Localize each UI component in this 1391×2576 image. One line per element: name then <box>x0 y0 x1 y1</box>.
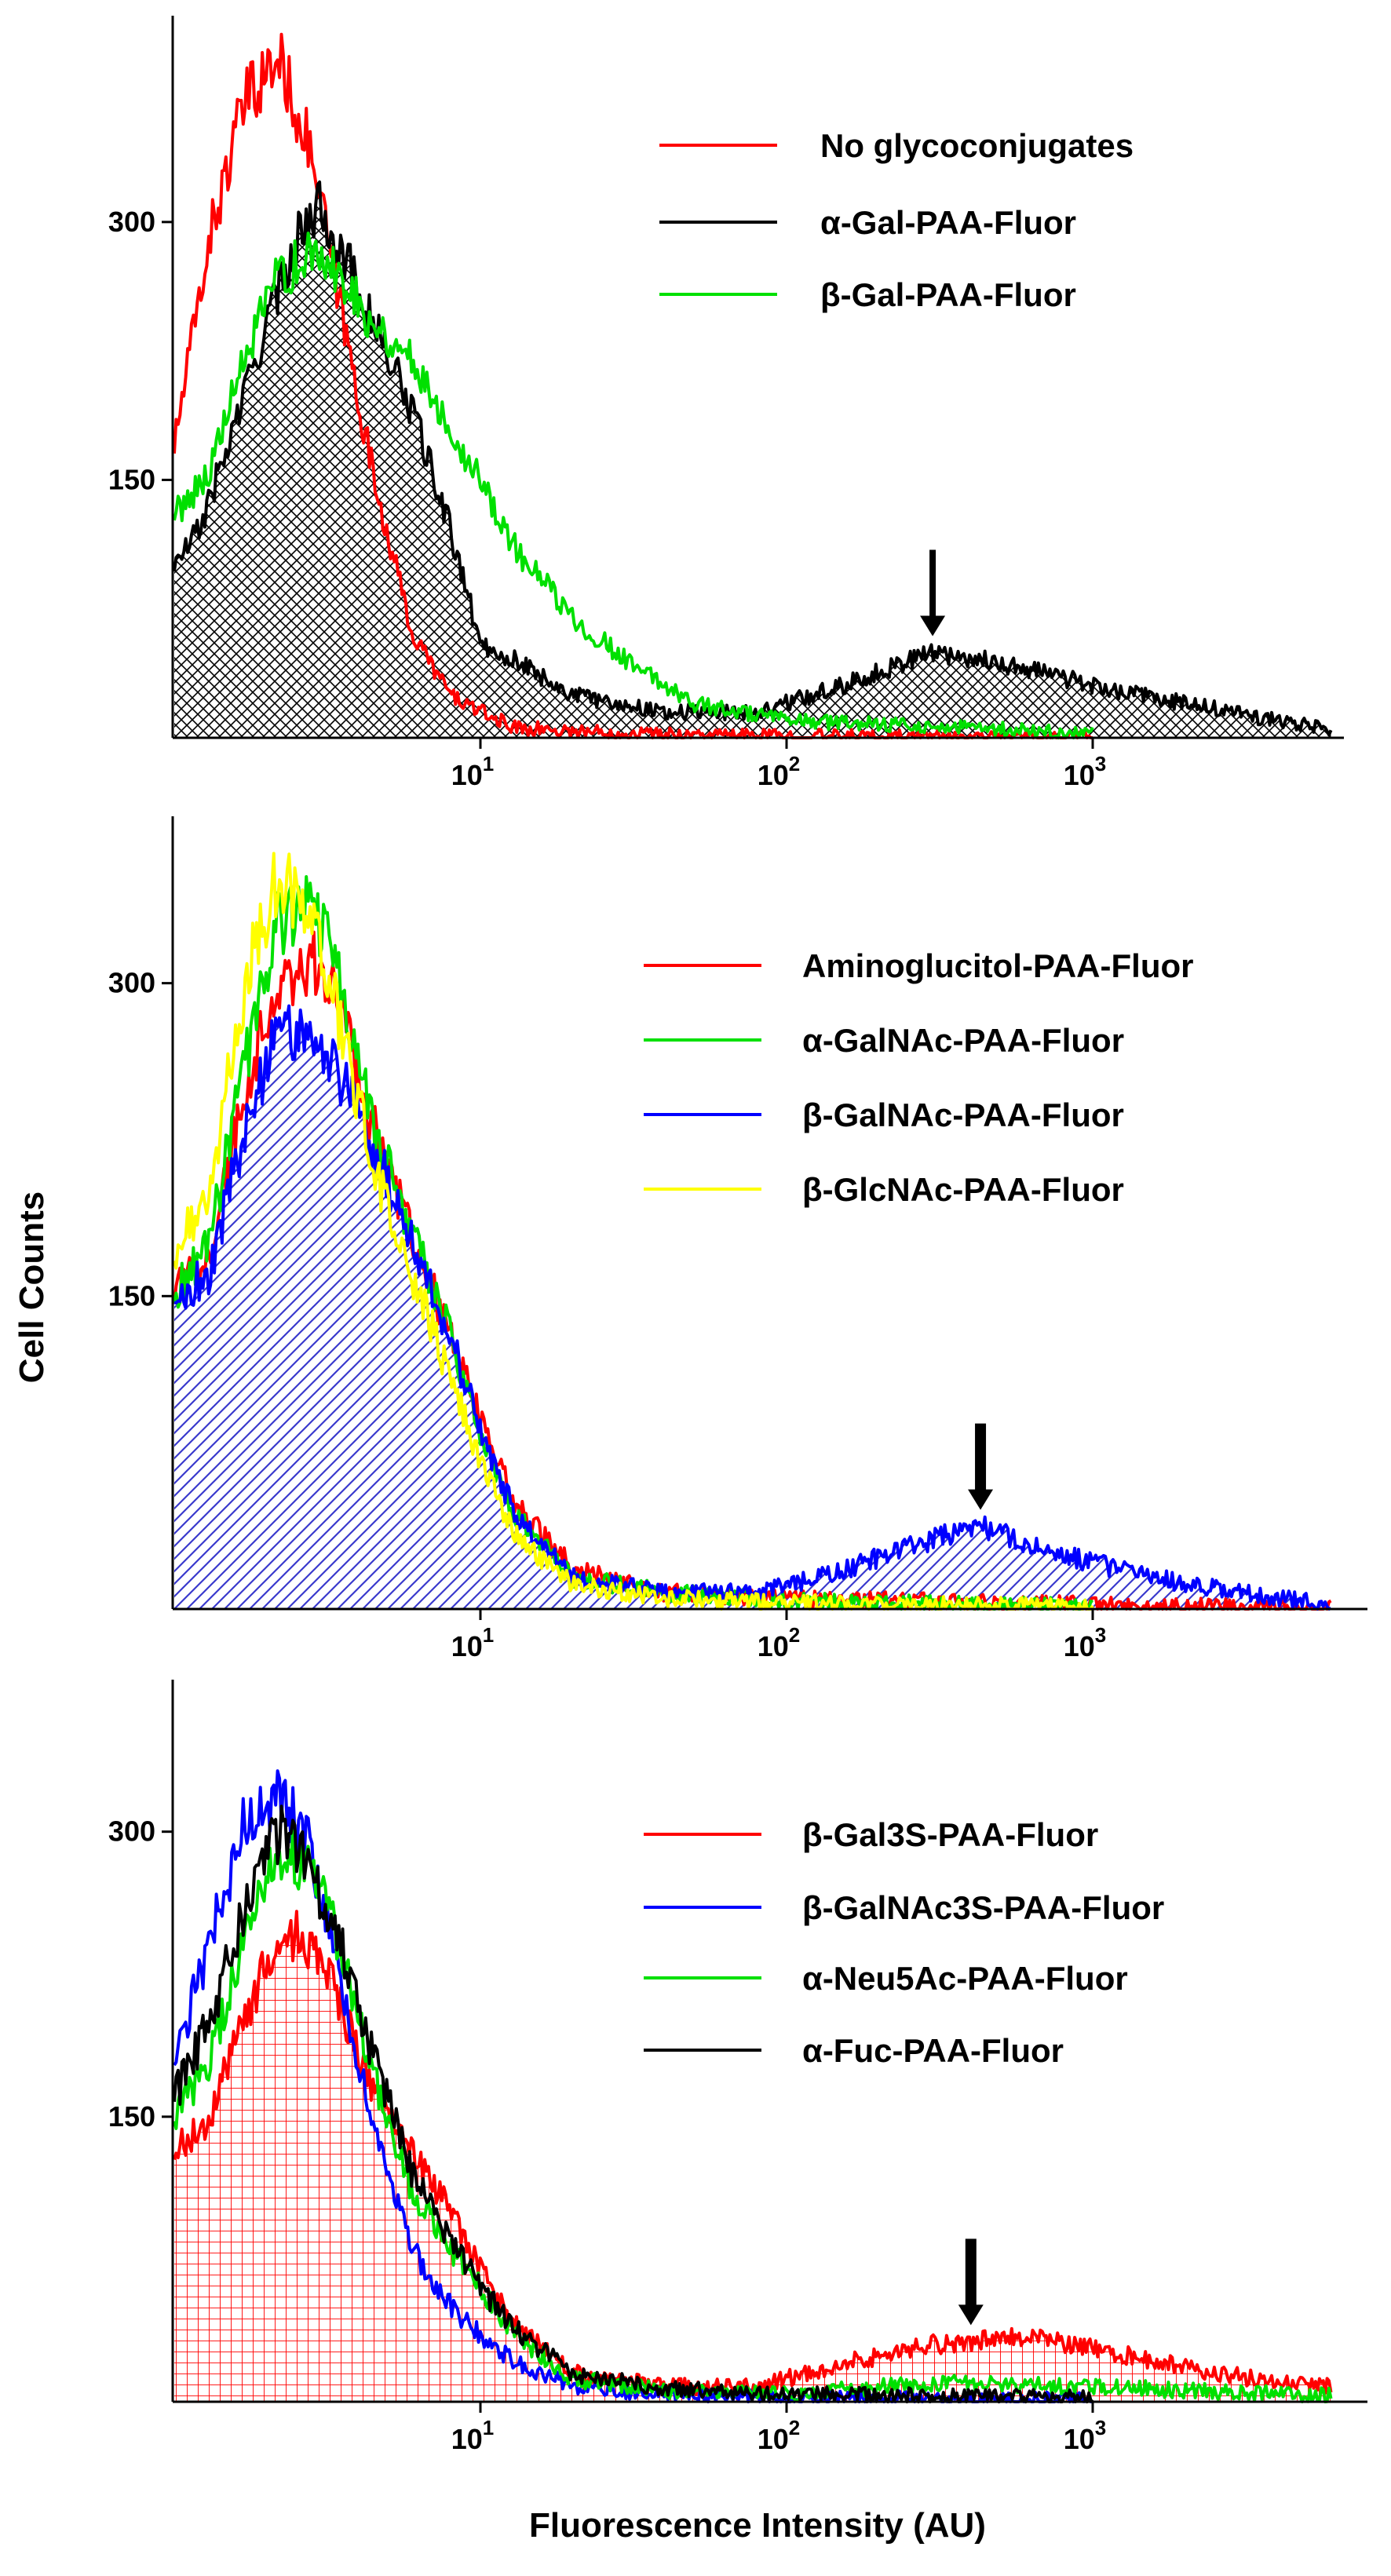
y-tick-label: 300 <box>108 206 155 238</box>
legend-label: α-Neu5Ac-PAA-Fluor <box>802 1960 1128 1997</box>
chart-panel-middle: 150 300 101 102 103 Aminoglucitol-PAA-Fluor … <box>108 816 1367 1662</box>
series-fill-area <box>174 1911 1331 2402</box>
x-tick-label: 102 <box>758 752 801 791</box>
series-line <box>173 1910 1333 2396</box>
legend-label: α-Fuc-PAA-Fluor <box>802 2032 1064 2069</box>
x-tick-label: 101 <box>451 1623 495 1662</box>
x-tick-label: 103 <box>1064 2416 1107 2455</box>
x-tick-label: 103 <box>1064 752 1107 791</box>
series-fill-area <box>174 1005 1331 1609</box>
legend-label: Aminoglucitol-PAA-Fluor <box>802 947 1193 984</box>
legend-label: β-Gal3S-PAA-Fluor <box>802 1816 1098 1853</box>
y-tick-label: 150 <box>108 2100 155 2133</box>
chart-panel-top: 150 300 101 102 103 No glycoconjugates α-Gal… <box>108 16 1344 791</box>
legend-label: No glycoconjugates <box>820 127 1134 164</box>
peak-arrow <box>958 2238 984 2326</box>
legend-label: β-GalNAc-PAA-Fluor <box>802 1096 1124 1133</box>
legend: β-Gal3S-PAA-Fluor β-GalNAc3S-PAA-Fluor α… <box>644 1816 1164 2069</box>
legend-label: β-GlcNAc-PAA-Fluor <box>802 1171 1124 1208</box>
series-fill-area <box>174 181 1331 738</box>
y-tick-label: 150 <box>108 463 155 495</box>
x-tick-label: 101 <box>451 2416 495 2455</box>
chart-panel-bottom: 150 300 101 102 103 β-Gal3S-PAA-Fluor β-GalN… <box>108 1680 1367 2455</box>
y-tick-label: 300 <box>108 967 155 999</box>
legend: No glycoconjugates α-Gal-PAA-Fluor β-Gal… <box>659 127 1134 313</box>
x-axis-title: Fluorescence Intensity (AU) <box>529 2506 986 2545</box>
y-tick-label: 300 <box>108 1815 155 1848</box>
peak-arrow <box>968 1423 994 1510</box>
legend-label: α-Gal-PAA-Fluor <box>820 204 1076 241</box>
legend-label: β-Gal-PAA-Fluor <box>820 276 1076 313</box>
x-tick-label: 102 <box>758 1623 801 1662</box>
x-tick-label: 103 <box>1064 1623 1107 1662</box>
peak-arrow <box>920 549 946 637</box>
y-axis-title: Cell Counts <box>13 1191 51 1383</box>
series-line <box>173 1804 1094 2403</box>
y-tick-label: 150 <box>108 1279 155 1312</box>
legend: Aminoglucitol-PAA-Fluor α-GalNAc-PAA-Flu… <box>644 947 1193 1208</box>
x-tick-label: 101 <box>451 752 495 791</box>
series-line <box>173 232 1094 739</box>
legend-label: α-GalNAc-PAA-Fluor <box>802 1022 1124 1059</box>
x-tick-label: 102 <box>758 2416 801 2455</box>
legend-label: β-GalNAc3S-PAA-Fluor <box>802 1889 1164 1926</box>
